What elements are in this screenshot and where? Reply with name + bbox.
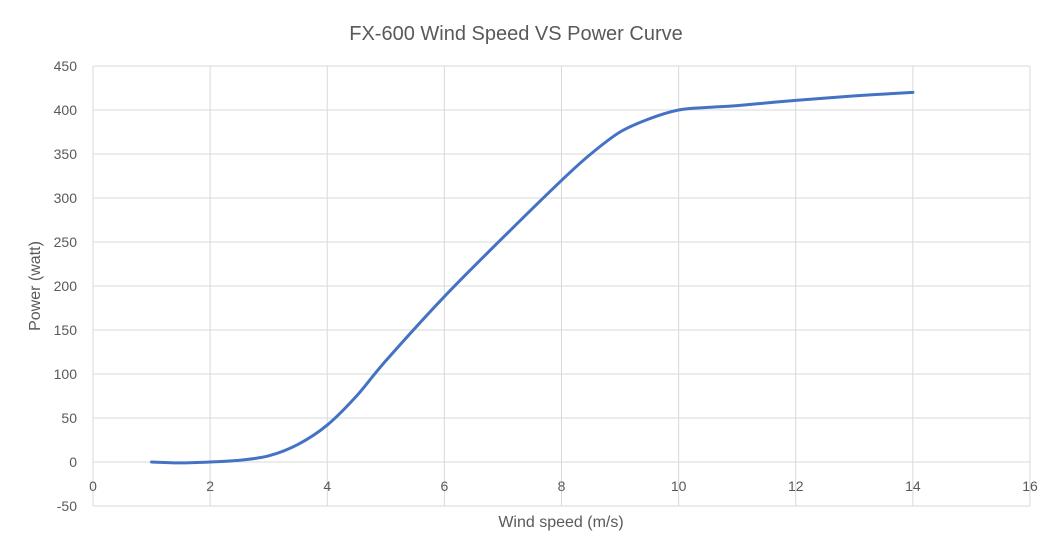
y-tick-label: 150	[54, 322, 78, 338]
x-tick-label: 8	[558, 478, 566, 494]
y-tick-label: 50	[61, 410, 77, 426]
x-tick-label: 14	[905, 478, 921, 494]
series-layer	[150, 90, 915, 465]
y-axis-ticks: -50 0 50 100 150 200 250 300 350 400 450	[54, 58, 78, 514]
y-tick-label: 350	[54, 146, 78, 162]
x-tick-label: 6	[440, 478, 448, 494]
x-tick-label: 4	[323, 478, 331, 494]
y-tick-label: 300	[54, 190, 78, 206]
x-axis-label: Wind speed (m/s)	[498, 514, 623, 531]
y-axis-label: Power (watt)	[27, 241, 44, 331]
y-tick-label: -50	[57, 498, 77, 514]
y-tick-label: 200	[54, 278, 78, 294]
gridlines	[92, 65, 1031, 507]
y-tick-label: 250	[54, 234, 78, 250]
x-tick-label: 0	[89, 478, 97, 494]
y-tick-label: 100	[54, 366, 78, 382]
y-tick-label: 0	[69, 454, 77, 470]
x-axis-ticks: 0 2 4 6 8 10 12 14 16	[89, 478, 1038, 494]
y-tick-label: 400	[54, 102, 78, 118]
y-tick-label: 450	[54, 58, 78, 74]
chart-title: FX-600 Wind Speed VS Power Curve	[349, 23, 683, 45]
x-tick-label: 12	[788, 478, 804, 494]
x-tick-label: 10	[671, 478, 687, 494]
power-curve-line	[150, 90, 915, 465]
x-tick-label: 2	[206, 478, 214, 494]
x-tick-label: 16	[1022, 478, 1038, 494]
